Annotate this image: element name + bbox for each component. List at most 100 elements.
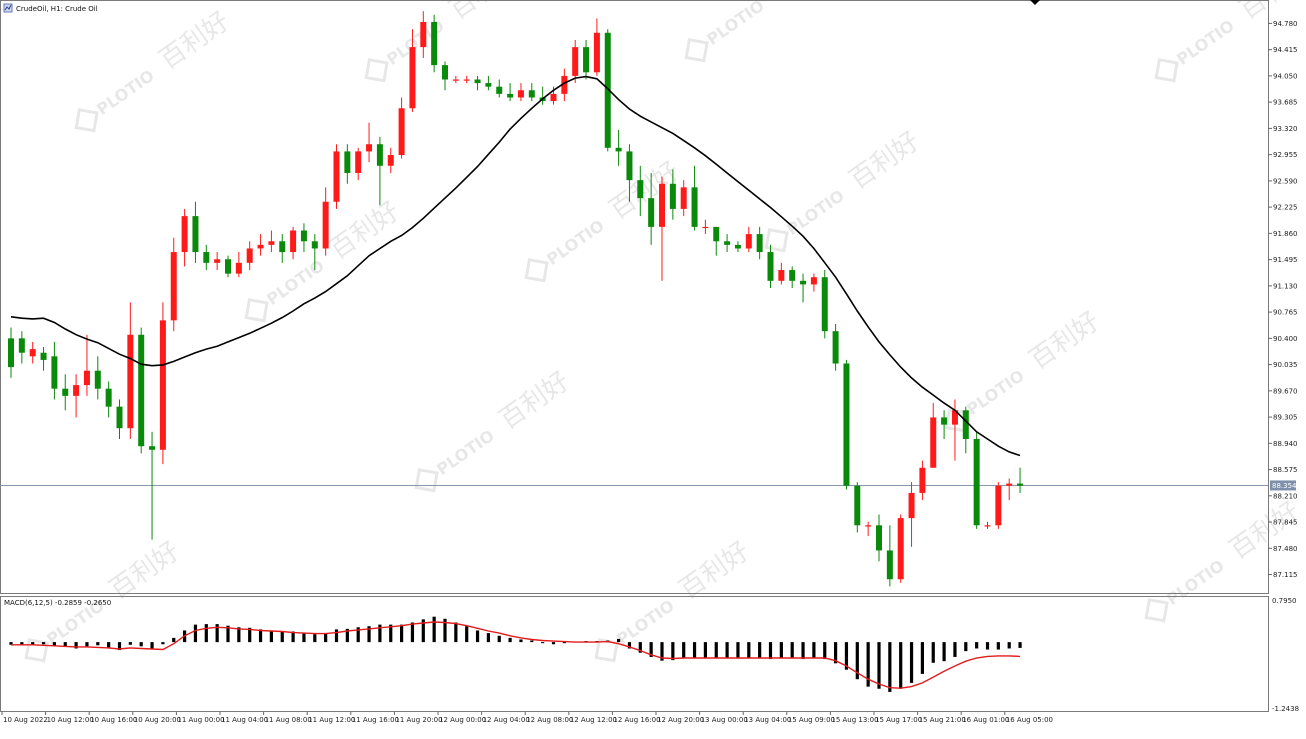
- time-axis-label: 12 Aug 08:00: [526, 716, 573, 724]
- candle-body: [604, 32, 611, 148]
- candle: [854, 482, 861, 533]
- candle: [691, 165, 698, 231]
- macd-bar: [215, 624, 219, 643]
- candle-body: [507, 93, 514, 98]
- candle: [908, 482, 915, 547]
- candle-body: [800, 280, 807, 285]
- macd-bar: [671, 642, 675, 661]
- candle-body: [344, 151, 351, 173]
- candle: [420, 11, 427, 58]
- price-axis-label: 92.590: [1273, 177, 1298, 185]
- candle-body: [257, 244, 264, 249]
- candle-body: [713, 226, 720, 242]
- macd-bar: [931, 642, 935, 663]
- candle-body: [159, 320, 166, 450]
- macd-bar: [139, 642, 143, 647]
- price-axis-label: 90.400: [1273, 335, 1298, 343]
- macd-bar: [497, 635, 501, 643]
- price-axis-label: 94.050: [1273, 72, 1298, 80]
- candle-body: [778, 270, 785, 281]
- watermark-cjk: 百利好: [1224, 496, 1305, 565]
- macd-bar: [9, 642, 13, 645]
- candle-body: [821, 277, 828, 332]
- candle: [572, 39, 579, 84]
- candle-body: [311, 241, 318, 249]
- macd-bar: [660, 642, 664, 661]
- candlestick-series: [8, 11, 1024, 587]
- macd-bar: [519, 639, 523, 643]
- price-axis-label: 91.860: [1273, 230, 1298, 238]
- macd-bar: [844, 642, 849, 670]
- candle: [832, 323, 839, 371]
- macd-bar: [20, 642, 24, 646]
- price-panel-frame: [0, 0, 1269, 594]
- macd-bar: [638, 642, 642, 653]
- candle: [73, 374, 80, 418]
- macd-bar: [508, 637, 512, 643]
- price-axis: 94.780 94.415 94.050 93.685 93.320 92.955 92.5…: [1268, 20, 1298, 579]
- macd-bar: [389, 624, 393, 643]
- candle: [507, 83, 514, 102]
- candle-body: [810, 277, 817, 285]
- price-axis-label: 92.225: [1273, 204, 1298, 212]
- candle-body: [474, 79, 481, 84]
- candle-body: [941, 417, 948, 425]
- candle-body: [420, 21, 427, 48]
- macd-panel-frame: [0, 596, 1269, 712]
- candle-body: [984, 525, 991, 527]
- candle: [376, 137, 383, 206]
- time-axis-label: 12 Aug 12:00: [570, 716, 617, 724]
- macd-bar: [692, 642, 697, 659]
- candle-body: [203, 252, 210, 263]
- macd-bar: [541, 642, 545, 644]
- candle-body: [637, 180, 644, 199]
- macd-bar: [1018, 642, 1022, 648]
- macd-bar: [768, 642, 773, 660]
- watermark-cjk: 百利好: [674, 536, 755, 605]
- price-axis-label: 89.305: [1273, 414, 1298, 422]
- macd-bar: [834, 642, 838, 664]
- price-axis-label: 93.320: [1273, 125, 1298, 133]
- candle-body: [973, 439, 980, 526]
- candle: [789, 266, 796, 289]
- candle-body: [615, 147, 622, 152]
- macd-bar: [725, 642, 729, 659]
- candle-body: [680, 187, 687, 209]
- candle-body: [876, 525, 882, 551]
- macd-bar: [682, 642, 686, 659]
- macd-bar: [334, 629, 339, 643]
- watermark-layer: PLOTIO百利好PLOTIO百利好PLOTIO百利好PLOTIO百利好PLOT…: [24, 0, 1306, 663]
- candle-body: [1006, 483, 1013, 486]
- candle: [333, 144, 340, 209]
- price-axis-label: 89.670: [1273, 387, 1298, 395]
- watermark-cjk: 百利好: [494, 366, 575, 435]
- candle: [973, 431, 980, 529]
- price-axis-label: 93.685: [1273, 99, 1298, 107]
- time-axis-label: 11 Aug 04:00: [221, 716, 268, 724]
- candle: [593, 18, 600, 76]
- macd-bar: [877, 642, 881, 689]
- macd-bar: [248, 627, 252, 643]
- candle: [713, 226, 720, 256]
- macd-title: MACD(6,12,5) -0.2859 -0.2650: [4, 599, 111, 607]
- candle-body: [962, 410, 969, 440]
- price-axis-label: 92.955: [1273, 151, 1298, 159]
- triangle-marker-icon: [1030, 0, 1040, 5]
- candle-body: [626, 151, 633, 181]
- candle: [225, 255, 231, 278]
- time-axis-label: 11 Aug 08:00: [265, 716, 312, 724]
- macd-bar: [128, 642, 132, 645]
- candle-body: [485, 83, 492, 87]
- time-axis-label: 10 Aug 2022: [3, 716, 48, 724]
- candle: [8, 327, 14, 378]
- watermark-brand: PLOTIO: [1173, 16, 1237, 69]
- candle-body: [366, 144, 373, 152]
- candle-body: [886, 550, 893, 580]
- candle: [702, 219, 709, 235]
- candle-body: [691, 187, 698, 227]
- candle-body: [583, 47, 590, 73]
